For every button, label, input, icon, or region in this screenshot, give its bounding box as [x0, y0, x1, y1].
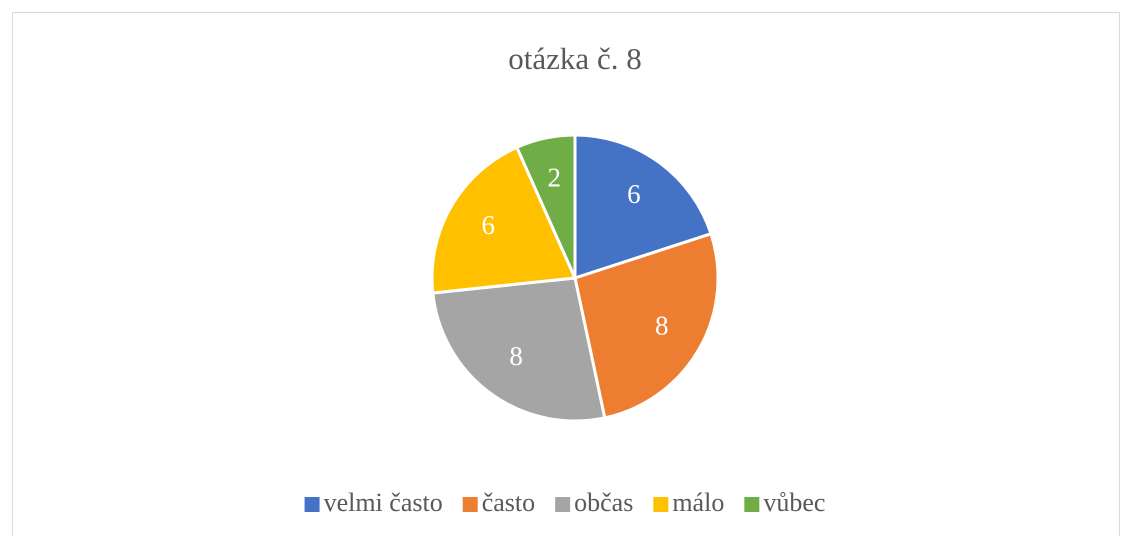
legend-label: vůbec [763, 488, 825, 517]
legend-swatch [462, 497, 478, 512]
pie-slice [573, 133, 713, 281]
legend-swatch [304, 497, 320, 512]
data-label: 2 [547, 162, 561, 192]
pie-slice [430, 145, 578, 295]
data-label: 8 [655, 310, 669, 340]
legend-swatch [555, 497, 571, 512]
legend-label: občas [574, 488, 633, 517]
legend-swatch [744, 497, 760, 512]
pie-slice [514, 133, 577, 279]
data-label: 8 [509, 341, 523, 371]
pie-slice [573, 231, 720, 420]
data-label: 6 [627, 179, 641, 209]
chart-title: otázka č. 8 [508, 41, 641, 76]
legend-swatch [653, 497, 669, 512]
pie-slice [431, 276, 607, 423]
legend-label: často [482, 488, 535, 517]
data-label: 6 [482, 210, 496, 240]
legend-label: málo [672, 488, 724, 517]
legend-label: velmi často [324, 488, 443, 517]
